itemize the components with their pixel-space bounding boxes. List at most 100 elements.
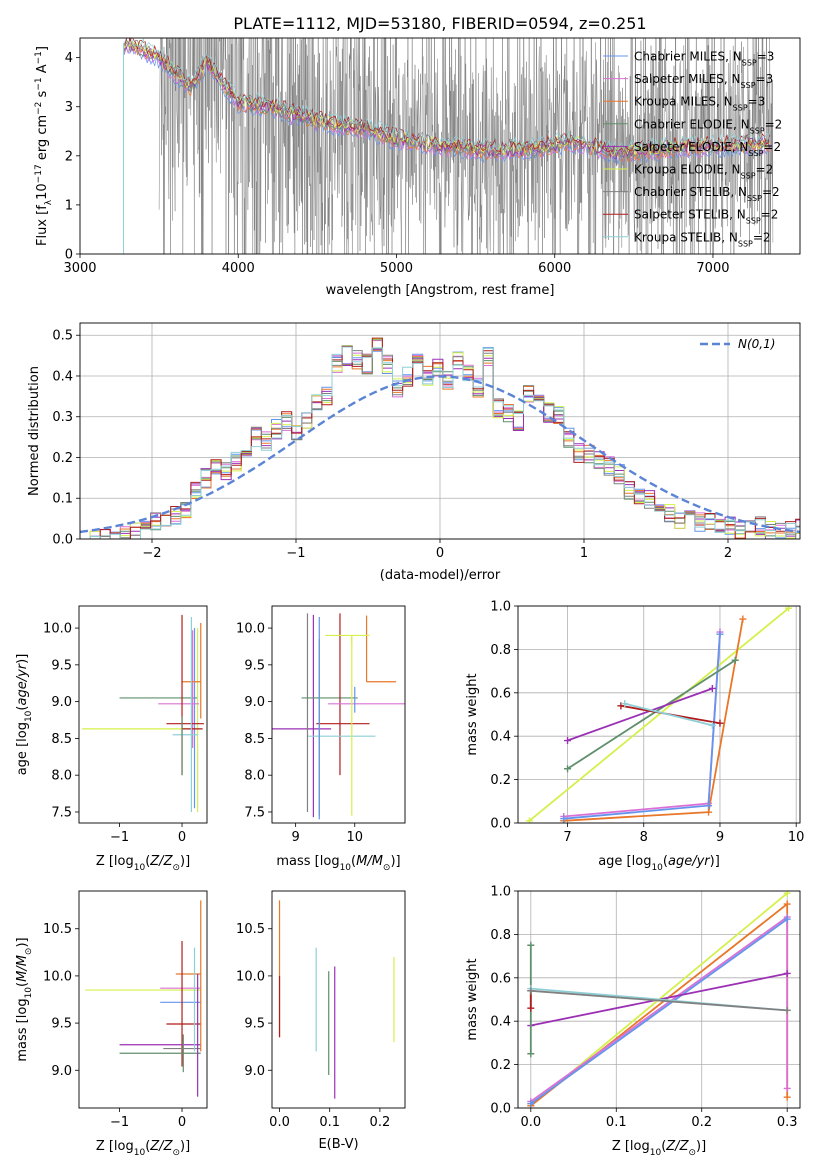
spectrum-plot: [123, 38, 774, 254]
spectrum-xtick-label: 4000: [222, 261, 255, 276]
mw_vs_age-marker-5-1: [708, 684, 716, 692]
mass_vs_Z-plot: [85, 900, 202, 1097]
mw_vs_Z-ytick-label: 0.8: [490, 928, 511, 943]
mass_vs_Z-ytick-label: 9.0: [51, 1064, 72, 1079]
spectrum-ylabel-part: A: [35, 64, 50, 77]
mw_vs_Z-marker-2-2: [783, 1084, 791, 1092]
age_vs_mass-frame: [271, 605, 406, 824]
legend-name: Kroupa ELODIE, N: [634, 163, 741, 177]
mass_vs_Z-xlabel-part: Z/Z: [149, 1139, 173, 1154]
mw_vs_Z-marker-1-2: [783, 1093, 791, 1101]
mw_vs_Z-xlabel-part: 10: [650, 1148, 662, 1158]
spectrum-ylabel-part: −1: [34, 51, 44, 64]
spectrum-ylabel-part: s: [35, 90, 50, 101]
mass_vs_ebv-xtick-label: 0.0: [269, 1115, 290, 1130]
age_vs_Z-axes: −1 07.58.08.59.09.510.0Z [log10(Z/Z⊙)]age…: [15, 605, 208, 873]
mass_vs_Z-ylabel-part: 10: [24, 987, 34, 999]
legend-name: Chabrier MILES, N: [634, 50, 742, 64]
age_vs_Z-ytick-label: 10.0: [43, 622, 72, 637]
legend-sub: SSP: [750, 126, 765, 135]
mw_vs_age-marker-6-1: [716, 719, 724, 727]
age_vs_Z-xlabel-part: Z [log: [96, 854, 134, 869]
ebv-xlabel: E(B-V): [318, 1137, 358, 1152]
mass_vs_Z-ytick-label: 10.5: [43, 922, 72, 937]
legend-label-6: Chabrier STELIB, NSSP=2: [634, 185, 780, 203]
residuals-ylabel: Normed distribution: [27, 366, 42, 496]
residuals-ytick-label: 0.1: [52, 492, 73, 507]
age_vs_mass-xlabel-part: 10: [340, 863, 352, 873]
spectrum-ytick-label: 2: [65, 149, 73, 164]
spectrum-ytick-label: 4: [65, 51, 73, 66]
spectrum-ylabel-part: erg cm: [35, 115, 50, 164]
residuals-ytick-label: 0.2: [52, 451, 73, 466]
mw_vs_Z-xtick-label: 0.2: [691, 1115, 712, 1130]
mw_vs_age-line-5: [567, 687, 713, 742]
legend-count: =2: [756, 163, 774, 177]
residuals-grid: [80, 323, 800, 540]
age_vs_Z-ytick-label: 8.0: [51, 769, 72, 784]
mw_vs_age-xlabel-part: )]: [710, 854, 720, 869]
mw_vs_age-line-7: [624, 702, 713, 727]
mw_vs_age-ytick-label: 0.4: [490, 730, 511, 745]
spectrum-axes: 3000 4000 5000 6000 7000 0 1 2 3 4 wavelength [Ang…: [34, 37, 801, 298]
mass_vs_Z-xlabel: Z [log10(Z/Z⊙)]: [96, 1139, 190, 1158]
mass_vs_Z-ylabel-part: (: [15, 982, 30, 987]
age_vs_mass-xtick-label: 10: [346, 830, 363, 845]
age_vs_mass-plot: [272, 613, 405, 820]
gaussian-curve: [80, 375, 800, 534]
legend-label-3: Chabrier ELODIE, NSSP=2: [634, 117, 782, 135]
age_vs_Z-ylabel-part: age [log: [15, 722, 30, 775]
residuals-frame: [79, 322, 801, 540]
mw_vs_age-marker-0-1: [785, 606, 793, 612]
mw_vs_Z-marker-1-1: [783, 900, 791, 908]
mw_vs_age-marker-7-0: [621, 700, 629, 708]
mw_vs_age-frame: [517, 605, 801, 824]
mass_vs_ebv-frame: [271, 890, 406, 1109]
age_vs_Z-ytick-label: 7.5: [51, 805, 72, 820]
age_vs_mass-ytick-label: 8.0: [244, 769, 265, 784]
mw_vs_Z-ytick-label: 0.4: [490, 1015, 511, 1030]
age_vs_Z-ylabel: age [log10(age/yr)]: [15, 654, 34, 776]
hist-step-7: [80, 337, 800, 539]
legend-count: =3: [757, 50, 775, 64]
mw_vs_age-ylabel: mass weight: [465, 673, 480, 755]
residuals-xtick-label: −2: [142, 546, 161, 561]
mass_vs_Z-xlabel-part: Z [log: [96, 1139, 134, 1154]
age_vs_Z-xtick-label: 0: [178, 830, 186, 845]
age_vs_Z-xtick-label: −1: [110, 830, 129, 845]
age_vs_Z-ylabel-part: )]: [15, 654, 30, 664]
legend-sub: SSP: [733, 103, 748, 112]
mw_vs_age-xtick-label: 8: [640, 830, 648, 845]
mw_vs_Z-xlabel-part: )]: [696, 1139, 706, 1154]
legend-label-8: Kroupa STELIB, NSSP=2: [634, 230, 771, 248]
age_vs_Z-ytick-label: 9.0: [51, 695, 72, 710]
age_vs_Z-xlabel-part: ⊙: [172, 863, 180, 873]
legend-sub: SSP: [742, 58, 757, 67]
model-line-5: [124, 40, 771, 157]
mw_vs_Z-axes: 0.0 0.1 0.2 0.3 0.0 0.2 0.4 0.6 0.8 1.0 Z [log10(Z…: [465, 885, 801, 1158]
mw_vs_age-marker-4-0: [564, 765, 572, 773]
mw_vs_age-xtick-label: 7: [563, 830, 571, 845]
mw_vs_age-marker-1-1: [705, 808, 713, 816]
mass_vs_ebv-plot: [278, 900, 395, 1099]
mw_vs_age-ytick-label: 1.0: [490, 600, 511, 615]
mw_vs_age-marker-0-0: [525, 817, 533, 823]
spectrum-frame: [79, 37, 801, 255]
age_vs_mass-ytick-label: 10.0: [236, 622, 265, 637]
mass_vs_Z-axes: −1 09.09.510.010.5Z [log10(Z/Z⊙)]mass [lo…: [15, 890, 208, 1158]
legend-name: Salpeter MILES, N: [634, 72, 741, 86]
residuals-axes: −2 −1 0 1 2 0.0 0.1 0.2 0.3 0.4 0.5 N(0,1) (data-mod…: [27, 322, 801, 583]
age_vs_mass-ytick-label: 7.5: [244, 805, 265, 820]
model-line-4: [124, 42, 771, 160]
mass_vs_ebv-xtick-label: 0.1: [319, 1115, 340, 1130]
residuals-xtick-label: 2: [724, 546, 732, 561]
residuals-xtick-label: 1: [580, 546, 588, 561]
legend-count: =2: [762, 185, 780, 199]
residuals-ytick-label: 0.3: [52, 410, 73, 425]
mw_vs_Z-line-2: [530, 915, 789, 1103]
residuals-xtick-label: −1: [286, 546, 305, 561]
legend-sub: SSP: [747, 194, 762, 203]
mw_vs_Z-line-3: [530, 918, 788, 1105]
